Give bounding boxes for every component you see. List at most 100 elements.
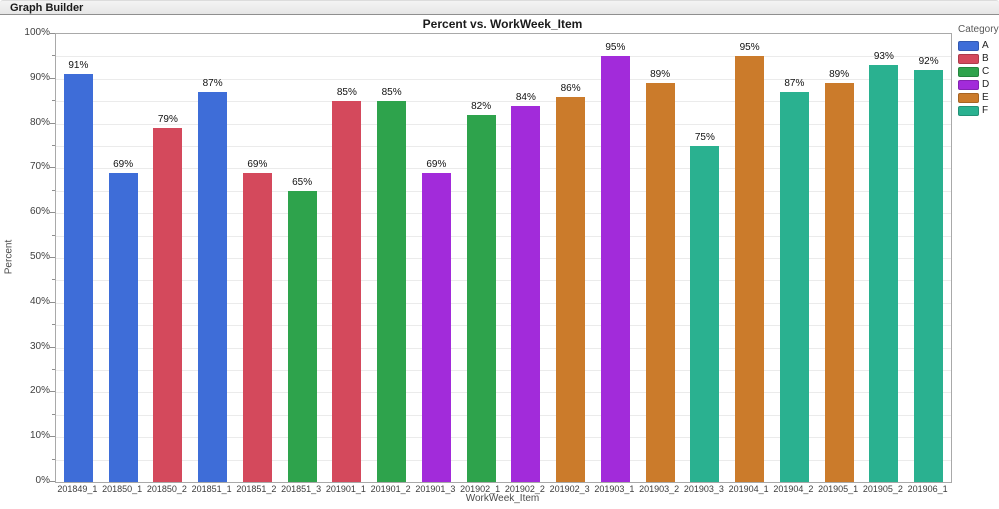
- y-minor-tick: [52, 55, 55, 57]
- bar-value-label: 65%: [292, 176, 313, 188]
- gridline: [56, 190, 951, 192]
- bar-201901_2[interactable]: [377, 101, 407, 482]
- gridline: [56, 235, 951, 237]
- bar-value-label: 85%: [336, 87, 357, 99]
- gridline: [56, 168, 951, 170]
- legend-swatch-E[interactable]: [958, 92, 979, 103]
- x-tick-label: 201901_2: [370, 484, 411, 494]
- y-major-tick: [50, 481, 55, 482]
- bar-201906_1[interactable]: [914, 69, 944, 482]
- y-major-tick: [50, 301, 55, 303]
- bar-value-label: 84%: [515, 91, 536, 103]
- y-major-tick: [50, 33, 55, 34]
- bar-201851_1[interactable]: [198, 92, 228, 482]
- x-tick-label: 201901_3: [415, 484, 456, 494]
- bar-201904_1[interactable]: [735, 56, 765, 482]
- bar-201851_2[interactable]: [242, 172, 272, 482]
- x-tick-label: 201902_2: [504, 484, 545, 494]
- legend-label: C: [982, 66, 990, 77]
- y-tick-label: 60%: [29, 206, 50, 218]
- gridline: [56, 56, 951, 58]
- y-major-tick: [50, 391, 55, 393]
- legend-label: E: [982, 92, 989, 103]
- bar-value-label: 69%: [113, 158, 134, 170]
- x-tick-label: 201903_3: [683, 484, 724, 494]
- y-major-tick: [50, 436, 55, 438]
- y-tick-label: 30%: [29, 340, 50, 352]
- y-minor-tick: [52, 234, 55, 236]
- bar-201905_2[interactable]: [869, 65, 899, 482]
- y-major-tick: [50, 346, 55, 348]
- outline-header-bar[interactable]: Graph Builder: [0, 0, 999, 15]
- y-minor-tick: [52, 324, 55, 326]
- gridline: [56, 213, 951, 215]
- gridline: [56, 414, 951, 416]
- x-tick-label: 201901_1: [325, 484, 366, 494]
- bar-value-label: 69%: [247, 158, 268, 170]
- bar-value-label: 93%: [873, 51, 894, 63]
- y-major-tick: [50, 122, 55, 124]
- legend-label: B: [982, 53, 989, 64]
- legend-item-D: D: [958, 78, 998, 91]
- bar-201903_1[interactable]: [600, 56, 630, 482]
- legend-label: A: [982, 40, 989, 51]
- y-minor-tick: [52, 279, 55, 281]
- bar-201904_2[interactable]: [779, 92, 809, 482]
- bar-201902_3[interactable]: [556, 96, 586, 482]
- bar-value-label: 89%: [650, 69, 671, 81]
- bar-value-label: 82%: [471, 100, 492, 112]
- bar-201849_1[interactable]: [63, 74, 93, 482]
- legend-item-A: A: [958, 39, 998, 52]
- y-tick-label: 80%: [29, 116, 50, 128]
- legend-swatch-C[interactable]: [958, 66, 979, 77]
- legend-swatch-B[interactable]: [958, 53, 979, 64]
- x-tick-label: 201851_3: [281, 484, 322, 494]
- bar-201903_3[interactable]: [690, 146, 720, 482]
- gridline: [56, 123, 951, 125]
- bar-value-label: 85%: [381, 87, 402, 99]
- x-tick-label: 201851_1: [191, 484, 232, 494]
- gridline: [56, 146, 951, 147]
- legend-item-C: C: [958, 65, 998, 78]
- y-tick-label: 40%: [29, 295, 50, 307]
- x-tick-label: 201904_1: [728, 484, 769, 494]
- legend-swatch-D[interactable]: [958, 79, 979, 90]
- x-axis-title: WorkWeek_Item: [465, 493, 540, 504]
- y-minor-tick: [52, 413, 55, 415]
- gridline: [56, 280, 951, 282]
- legend-item-F: F: [958, 104, 998, 117]
- y-tick-label: 100%: [24, 27, 50, 38]
- x-tick-label: 201905_1: [818, 484, 859, 494]
- bar-value-label: 92%: [918, 55, 939, 67]
- chart-title: Percent vs. WorkWeek_Item: [422, 17, 583, 31]
- x-tick-label: 201851_2: [236, 484, 277, 494]
- y-major-tick: [50, 167, 55, 169]
- bar-201851_3[interactable]: [287, 190, 317, 482]
- bar-201850_1[interactable]: [108, 172, 138, 482]
- legend-swatch-A[interactable]: [958, 40, 979, 51]
- legend-title: Category: [958, 24, 999, 35]
- bar-201901_3[interactable]: [421, 172, 451, 482]
- bar-201850_2[interactable]: [153, 128, 183, 482]
- legend-swatch-F[interactable]: [958, 105, 979, 116]
- gridline: [56, 437, 951, 439]
- outline-title[interactable]: Graph Builder: [10, 2, 84, 14]
- bar-201901_1[interactable]: [332, 101, 362, 482]
- bar-value-label: 79%: [157, 114, 178, 126]
- legend-item-E: E: [958, 91, 998, 104]
- y-tick-label: 0%: [35, 475, 50, 486]
- x-tick-label: 201903_1: [594, 484, 635, 494]
- bar-201903_2[interactable]: [645, 83, 675, 482]
- gridline: [56, 258, 951, 259]
- bar-201905_1[interactable]: [824, 83, 854, 482]
- legend-label: F: [982, 105, 989, 116]
- y-tick-label: 50%: [29, 251, 50, 262]
- y-minor-tick: [52, 458, 55, 460]
- x-tick-label: 201850_1: [102, 484, 143, 494]
- bar-201902_2[interactable]: [511, 105, 541, 482]
- plot-area[interactable]: 91% 69% 79% 87% 69% 65% 85% 85% 69% 82% 84% 86% 95% 8…: [55, 33, 952, 483]
- bar-201902_1[interactable]: [466, 114, 496, 482]
- x-tick-label: 201904_2: [773, 484, 814, 494]
